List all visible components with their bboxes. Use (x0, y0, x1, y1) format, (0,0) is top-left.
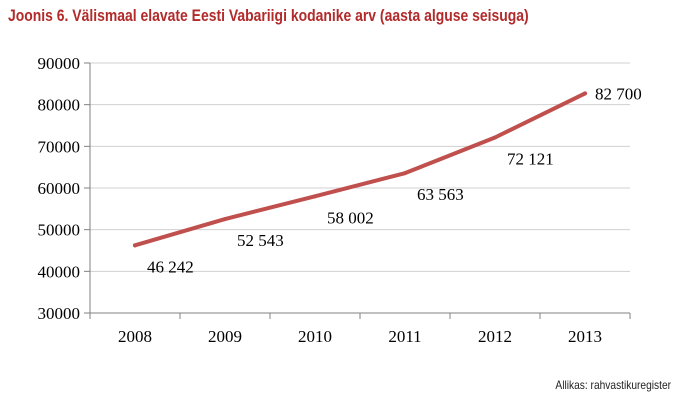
y-tick-label: 30000 (38, 304, 81, 323)
y-tick-label: 60000 (38, 179, 81, 198)
data-label: 63 563 (417, 185, 464, 204)
series-lines (133, 91, 587, 248)
data-label: 58 002 (327, 208, 374, 227)
y-tick-label: 40000 (38, 262, 81, 281)
data-label: 72 121 (507, 149, 554, 168)
x-tick-label: 2011 (388, 327, 421, 346)
x-tick-label: 2010 (298, 327, 332, 346)
x-tick-label: 2008 (118, 327, 152, 346)
data-point (583, 91, 587, 96)
data-label: 46 242 (147, 257, 194, 276)
y-tick-label: 70000 (38, 137, 81, 156)
data-point (313, 194, 317, 199)
y-tick-label: 80000 (38, 96, 81, 115)
x-tick-label: 2009 (208, 327, 242, 346)
x-axis-tick-labels: 2008 2009 2010 2011 2012 2013 (118, 327, 602, 346)
chart-title: Joonis 6. Välismaal elavate Eesti Vabari… (8, 6, 529, 25)
data-label: 82 700 (595, 84, 642, 103)
x-tick-label: 2013 (568, 327, 602, 346)
data-point (223, 217, 227, 222)
data-point (133, 243, 137, 248)
data-labels: 46 242 52 543 58 002 63 563 72 121 82 700 (147, 84, 642, 276)
y-axis-tick-labels: 30000 40000 50000 60000 70000 80000 90000 (38, 54, 81, 323)
axes (84, 62, 631, 319)
source-note: Allikas: rahvastikuregister (555, 378, 671, 392)
data-point (403, 171, 407, 176)
gridlines (90, 62, 630, 272)
data-label: 52 543 (237, 231, 284, 250)
x-tick-label: 2012 (478, 327, 512, 346)
y-tick-label: 50000 (38, 221, 81, 240)
data-point (493, 135, 497, 140)
series-line (133, 91, 587, 248)
y-tick-label: 90000 (38, 54, 81, 73)
